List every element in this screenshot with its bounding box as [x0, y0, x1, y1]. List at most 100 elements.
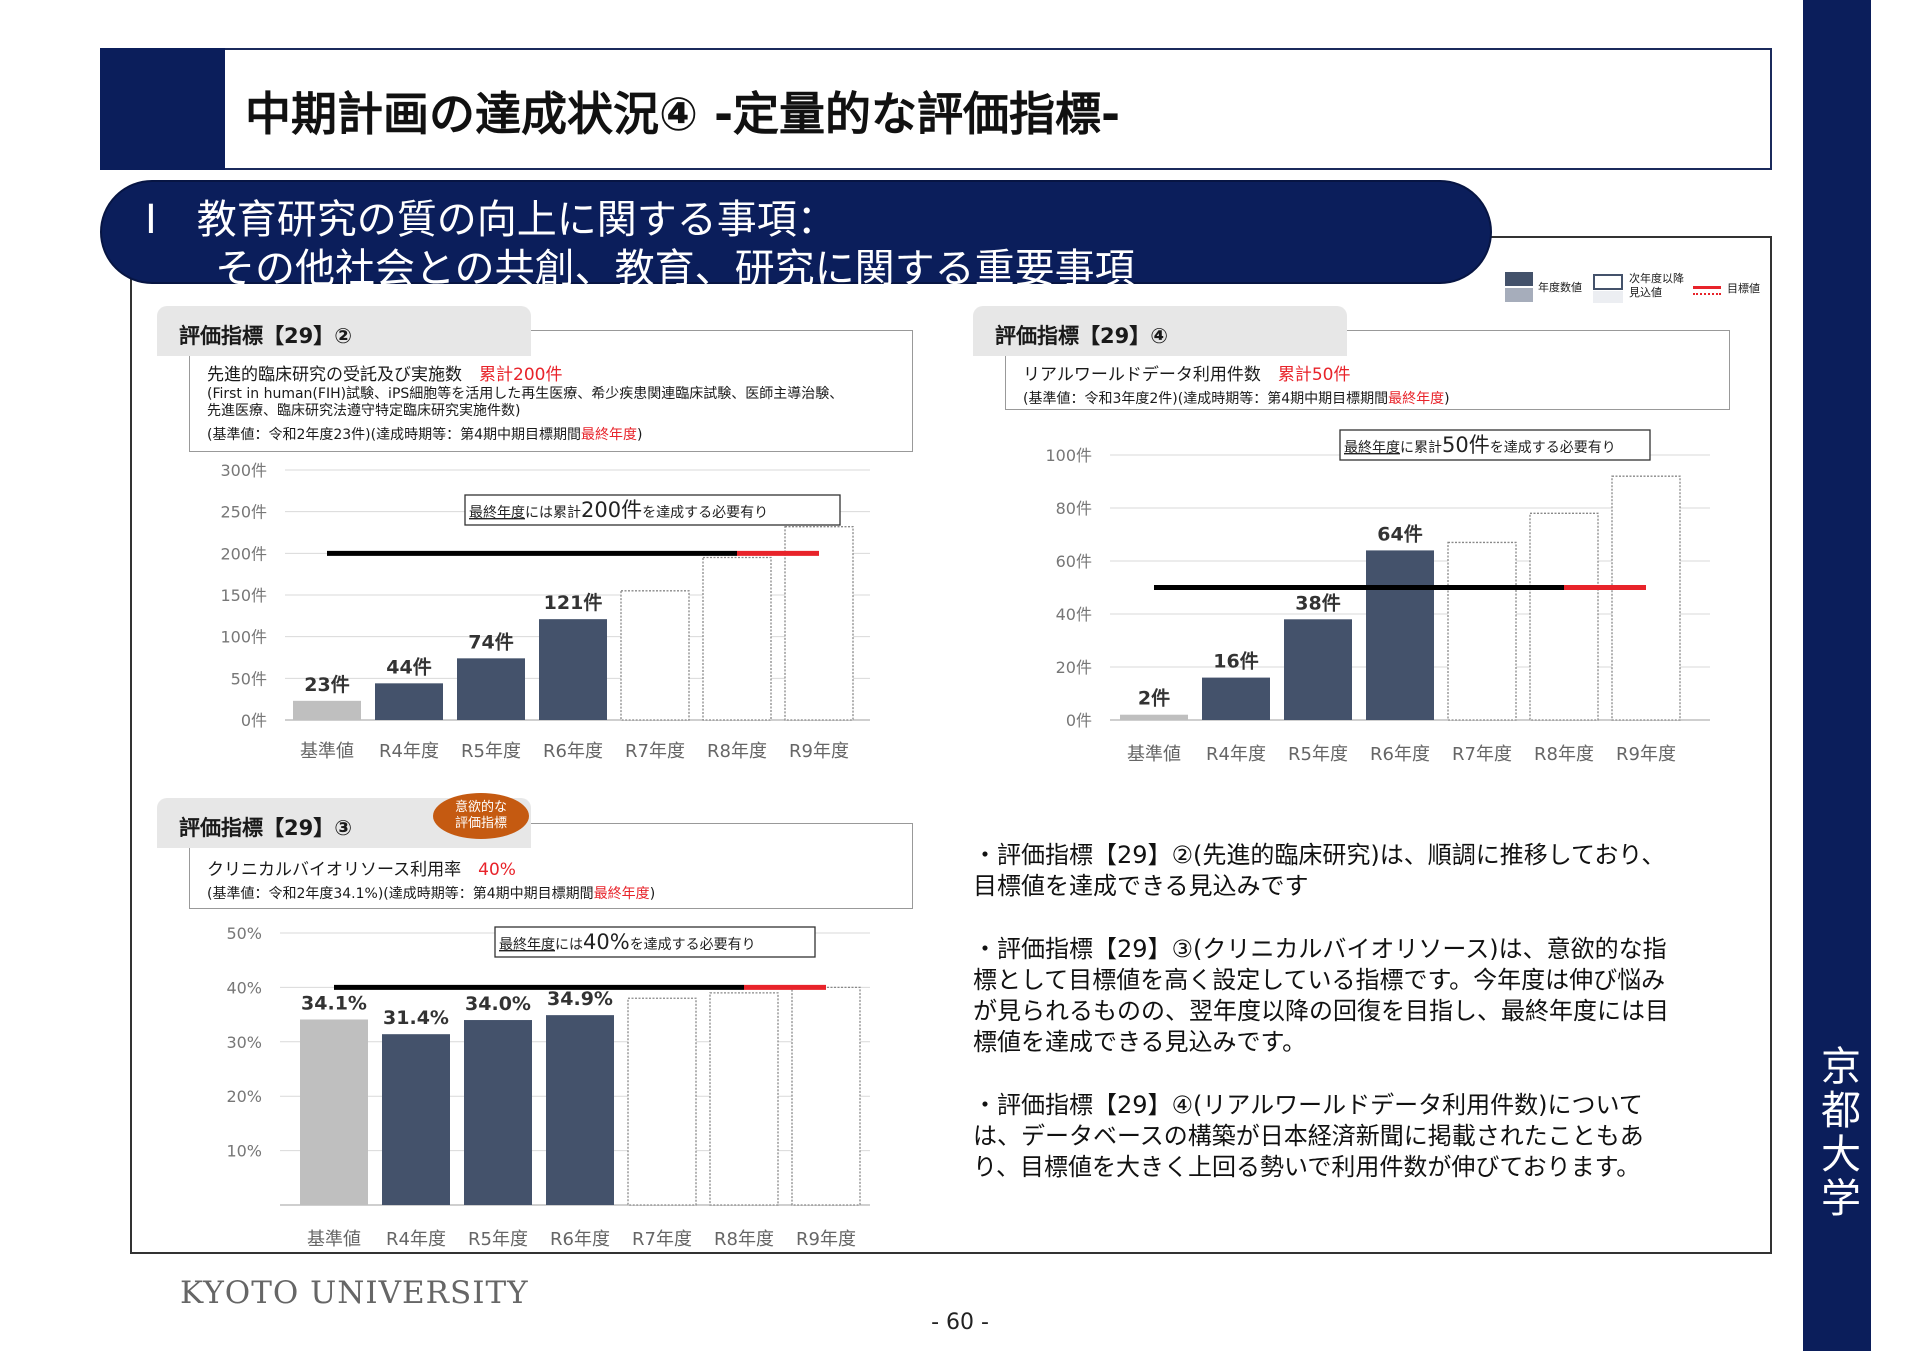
- indicator-29-3-description: クリニカルバイオリソース利用率 40%: [207, 860, 516, 880]
- chart2-ytick-label: 80件: [1056, 499, 1092, 518]
- chart2-data-label-3: 64件: [1377, 522, 1422, 545]
- chart0-ytick-label: 50件: [231, 669, 267, 688]
- chart0-ytick-label: 100件: [220, 628, 267, 647]
- chart0-data-label-1: 44件: [386, 655, 431, 678]
- chart2-bar-0: [1120, 714, 1188, 720]
- chart1-bar-0: [300, 1019, 368, 1205]
- chart0-category-label-5: R8年度: [707, 741, 767, 762]
- page-number: - 60 -: [931, 1310, 989, 1335]
- indicator-29-3-basis: (基準値：令和2年度34.1%)(達成時期等：第4期中期目標期間最終年度): [207, 886, 656, 902]
- chart0-forecast-bar-6: [784, 526, 854, 721]
- chart1-data-label-2: 34.0%: [465, 993, 531, 1015]
- chart0-bar-1: [375, 683, 443, 720]
- chart0-callout-box: [464, 494, 841, 526]
- chart0-data-label-2: 74件: [468, 630, 513, 653]
- chart2-forecast-bar-6: [1611, 475, 1681, 721]
- header-accent-bar: [100, 48, 225, 170]
- chart2-bar-2: [1284, 619, 1352, 720]
- chart1-category-label-5: R8年度: [714, 1229, 774, 1250]
- chart0-category-label-1: R4年度: [379, 741, 439, 762]
- legend-target-dotted-swatch: [1693, 293, 1721, 295]
- chart1-data-label-3: 34.9%: [547, 988, 613, 1010]
- chart2-bar-1: [1202, 677, 1270, 720]
- chart2-ytick-label: 100件: [1045, 446, 1092, 465]
- section-title-line2: その他社会との共創、教育、研究に関する重要事項: [215, 246, 1135, 292]
- chart1-category-label-3: R6年度: [550, 1229, 610, 1250]
- chart0-bar-3: [539, 619, 607, 720]
- chart0-ytick-label: 300件: [220, 461, 267, 480]
- chart0-forecast-bar-5: [702, 556, 772, 721]
- chart1-forecast-bar-6: [791, 986, 861, 1206]
- legend-target-swatch: [1693, 286, 1721, 289]
- chart2-category-label-5: R8年度: [1534, 744, 1594, 765]
- chart1-ytick-label: 10%: [226, 1142, 262, 1161]
- chart-indicator-29-3: 10% 20% 30% 40% 50% 34.1% 基準値 31.4% R4年度 34.0% R5年…: [226, 924, 870, 1250]
- chart1-bar-1: [382, 1034, 450, 1205]
- university-footer: KYOTO UNIVERSITY: [180, 1275, 529, 1311]
- indicator-29-2-description: 先進的臨床研究の受託及び実施数 累計200件: [207, 365, 563, 385]
- comment-29-4: ・評価指標【29】④(リアルワールドデータ利用件数)については、データベースの構…: [973, 1091, 1644, 1181]
- chart2-callout-text: 最終年度に累計50件を達成する必要有り: [1344, 433, 1616, 457]
- chart1-forecast-bar-4: [627, 997, 697, 1206]
- chart2-forecast-bar-5: [1529, 512, 1599, 721]
- chart1-category-label-6: R9年度: [796, 1229, 856, 1250]
- chart2-ytick-label: 0件: [1066, 711, 1092, 730]
- chart1-callout-text: 最終年度には40%を達成する必要有り: [499, 930, 756, 954]
- chart0-category-label-3: R6年度: [543, 741, 603, 762]
- chart0-ytick-label: 0件: [241, 711, 267, 730]
- chart1-bar-3: [546, 1015, 614, 1205]
- chart1-ytick-label: 30%: [226, 1033, 262, 1052]
- chart-legend: 年度数値 次年度以降 見込値 目標値: [1505, 272, 1765, 306]
- chart1-callout-box: [494, 926, 816, 958]
- chart2-category-label-6: R9年度: [1616, 744, 1676, 765]
- legend-actual-label: 年度数値: [1538, 281, 1582, 294]
- indicator-29-4-tab: 評価指標【29】④: [973, 306, 1347, 356]
- legend-forecast-light-swatch: [1593, 291, 1623, 303]
- chart1-bar-2: [464, 1020, 532, 1205]
- chart2-ytick-label: 20件: [1056, 658, 1092, 677]
- section-banner: [100, 180, 1492, 284]
- chart0-callout-text: 最終年度には累計200件を達成する必要有り: [469, 498, 768, 522]
- indicator-29-2-note: (First in human(FIH)試験、iPS細胞等を活用した再生医療、希…: [207, 386, 844, 402]
- section-title-line1: Ⅰ 教育研究の質の向上に関する事項：: [145, 197, 837, 243]
- chart2-forecast-bar-4: [1447, 541, 1517, 721]
- chart0-category-label-4: R7年度: [625, 741, 685, 762]
- chart2-category-label-4: R7年度: [1452, 744, 1512, 765]
- indicator-29-4-basis: (基準値：令和3年度2件)(達成時期等：第4期中期目標期間最終年度): [1023, 391, 1450, 407]
- chart0-ytick-label: 200件: [220, 544, 267, 563]
- indicator-29-4-description: リアルワールドデータ利用件数 累計50件: [1023, 365, 1351, 385]
- legend-forecast-swatch: [1593, 274, 1623, 290]
- comment-29-3: ・評価指標【29】③(クリニカルバイオリソース)は、意欲的な指標として目標値を高…: [973, 935, 1669, 1056]
- chart2-category-label-2: R5年度: [1288, 744, 1348, 765]
- chart0-ytick-label: 150件: [220, 586, 267, 605]
- indicator-29-2-note2: 先進医療、臨床研究法遵守特定臨床研究実施件数): [207, 403, 521, 419]
- chart2-data-label-1: 16件: [1213, 650, 1258, 673]
- chart1-category-label-4: R7年度: [632, 1229, 692, 1250]
- chart0-data-label-0: 23件: [304, 673, 349, 696]
- indicator-29-2-basis: (基準値：令和2年度23件)(達成時期等：第4期中期目標期間最終年度): [207, 427, 643, 443]
- chart1-category-label-0: 基準値: [307, 1229, 361, 1250]
- chart0-data-label-3: 121件: [544, 591, 603, 614]
- chart2-category-label-3: R6年度: [1370, 744, 1430, 765]
- chart0-category-label-0: 基準値: [300, 741, 354, 762]
- chart0-bar-0: [293, 700, 361, 720]
- chart1-category-label-1: R4年度: [386, 1229, 446, 1250]
- chart2-data-label-2: 38件: [1295, 591, 1340, 614]
- chart1-data-label-0: 34.1%: [301, 992, 367, 1014]
- commentary: ・評価指標【29】②(先進的臨床研究)は、順調に推移しており、目標値を達成できる…: [973, 840, 1673, 1215]
- chart2-callout-box: [1339, 429, 1651, 461]
- chart1-ytick-label: 20%: [226, 1087, 262, 1106]
- chart2-bar-3: [1366, 550, 1434, 720]
- ambitious-indicator-badge: 意欲的な 評価指標: [433, 793, 529, 839]
- legend-target-label: 目標値: [1727, 282, 1760, 295]
- legend-base-swatch: [1505, 288, 1533, 302]
- chart2-category-label-0: 基準値: [1127, 744, 1181, 765]
- chart1-ytick-label: 40%: [226, 978, 262, 997]
- chart2-category-label-1: R4年度: [1206, 744, 1266, 765]
- chart2-ytick-label: 40件: [1056, 605, 1092, 624]
- university-logo-text: 京都大学: [1814, 1045, 1860, 1221]
- chart2-ytick-label: 60件: [1056, 552, 1092, 571]
- legend-actual-swatch: [1505, 272, 1533, 286]
